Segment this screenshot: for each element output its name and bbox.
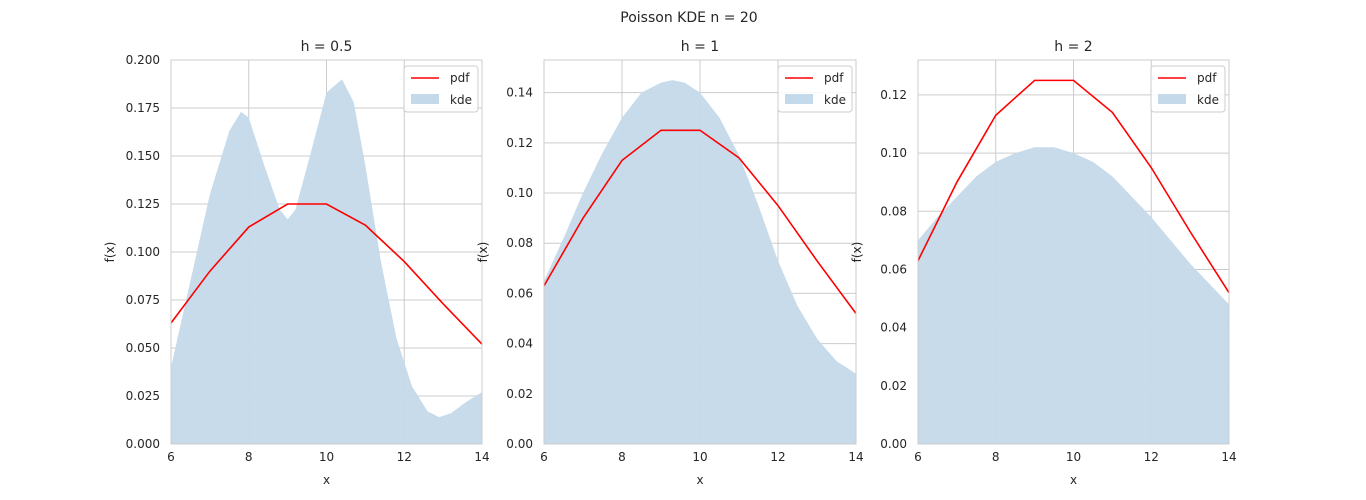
axes-frame: [543, 59, 857, 445]
x-axis-label: x: [323, 473, 330, 487]
x-tick-label: 8: [992, 450, 1000, 464]
x-tick-label: 10: [1066, 450, 1081, 464]
y-tick-label: 0.12: [880, 88, 907, 102]
y-tick-label: 0.050: [126, 341, 160, 355]
legend: pdf kde: [403, 65, 479, 113]
y-tick-label: 0.14: [506, 86, 533, 100]
y-tick-label: 0.04: [506, 337, 533, 351]
x-tick-label: 10: [692, 450, 707, 464]
x-tick-label: 12: [770, 450, 785, 464]
legend-kde-label: kde: [1197, 93, 1219, 107]
x-tick-label: 6: [167, 450, 175, 464]
kde-area: [171, 79, 482, 444]
y-tick-label: 0.02: [880, 379, 907, 393]
x-tick-label: 14: [474, 450, 489, 464]
subplot-1: 6 8 10 12 14 0.000 0.025 0.050 0.075 0.100 0.125 0.…: [103, 39, 490, 487]
x-tick-label: 8: [245, 450, 253, 464]
kde-area: [544, 80, 856, 444]
x-tick-label: 12: [397, 450, 412, 464]
y-tick-label: 0.06: [880, 262, 907, 276]
axes-layer: 6 8 10 12 14 0.000 0.025 0.050 0.075 0.100 0.125 0.…: [103, 39, 1237, 487]
y-axis-label: f(x): [850, 242, 864, 263]
legend-kde-swatch: [785, 94, 813, 104]
subplot-title: h = 1: [681, 39, 719, 55]
y-tick-label: 0.02: [506, 387, 533, 401]
legend-pdf-label: pdf: [450, 71, 470, 85]
y-tick-label: 0.00: [506, 437, 533, 451]
legend-pdf-label: pdf: [824, 71, 844, 85]
y-tick-label: 0.175: [126, 101, 160, 115]
y-tick-label: 0.10: [506, 186, 533, 200]
legend-pdf-label: pdf: [1197, 71, 1217, 85]
pdf-line: [170, 203, 483, 345]
y-tick-label: 0.000: [126, 437, 160, 451]
x-axis-label: x: [696, 473, 703, 487]
figure-title: Poisson KDE n = 20: [620, 10, 757, 26]
x-axis-label: x: [1070, 473, 1077, 487]
x-tick-label: 6: [914, 450, 922, 464]
y-tick-label: 0.10: [880, 146, 907, 160]
x-tick-label: 6: [540, 450, 548, 464]
legend: pdf kde: [777, 65, 853, 113]
y-tick-label: 0.100: [126, 245, 160, 259]
axes-frame: [917, 59, 1230, 445]
pdf-line: [917, 79, 1230, 294]
pdf-line: [543, 129, 857, 314]
y-tick-label: 0.12: [506, 136, 533, 150]
y-axis-label: f(x): [476, 242, 490, 263]
legend: pdf kde: [1150, 65, 1226, 113]
x-tick-label: 14: [848, 450, 863, 464]
axes-frame: [170, 59, 483, 445]
y-tick-label: 0.04: [880, 321, 907, 335]
kde-area: [918, 147, 1229, 445]
y-tick-label: 0.08: [880, 204, 907, 218]
y-tick-label: 0.00: [880, 437, 907, 451]
subplot-2: 6 8 10 12 14 0.00 0.02 0.04 0.06 0.08 0.10 0.12 0.14…: [476, 39, 864, 487]
x-tick-label: 8: [618, 450, 626, 464]
legend-kde-label: kde: [450, 93, 472, 107]
x-tick-label: 12: [1144, 450, 1159, 464]
x-tick-label: 14: [1221, 450, 1236, 464]
legend-kde-swatch: [1158, 94, 1186, 104]
y-tick-label: 0.025: [126, 389, 160, 403]
y-tick-label: 0.150: [126, 149, 160, 163]
subplot-3: 6 8 10 12 14 0.00 0.02 0.04 0.06 0.08 0.10 0.12 h = …: [850, 39, 1237, 487]
legend-kde-swatch: [411, 94, 439, 104]
y-tick-label: 0.08: [506, 236, 533, 250]
x-tick-label: 10: [319, 450, 334, 464]
y-axis-label: f(x): [103, 242, 117, 263]
y-tick-label: 0.06: [506, 286, 533, 300]
legend-kde-label: kde: [824, 93, 846, 107]
y-tick-label: 0.125: [126, 197, 160, 211]
subplot-title: h = 2: [1054, 39, 1092, 55]
y-tick-label: 0.200: [126, 53, 160, 67]
y-tick-label: 0.075: [126, 293, 160, 307]
subplot-title: h = 0.5: [301, 39, 353, 55]
